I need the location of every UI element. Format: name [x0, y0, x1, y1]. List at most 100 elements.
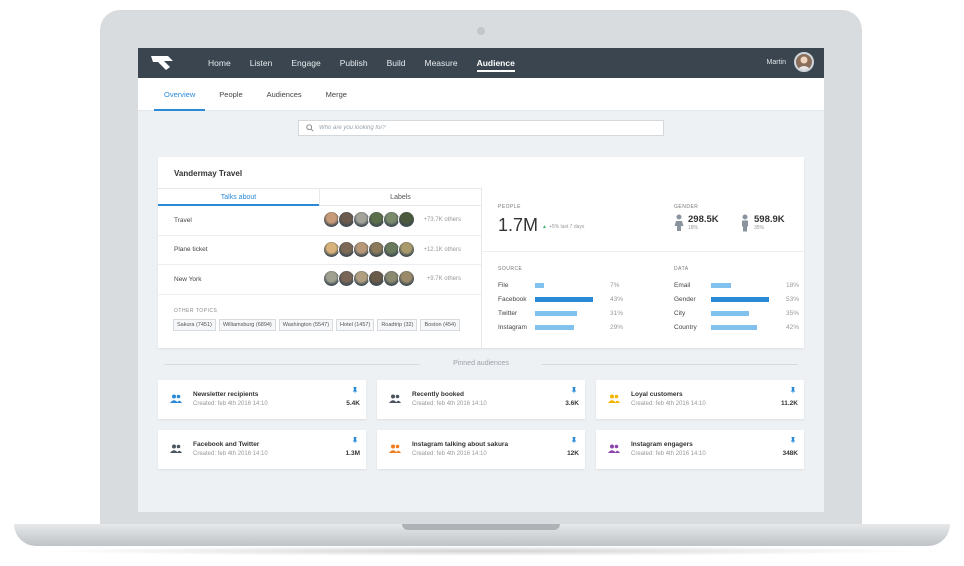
- audience-created: Created: feb 4th 2016 14:10: [193, 451, 268, 457]
- bar-row-email: Email 18%: [674, 278, 799, 292]
- audience-count: 5.4K: [346, 400, 360, 407]
- topics-panel: Talks about Labels Travel +73.7K others Pl…: [158, 188, 482, 348]
- topic-name: Plane ticket: [174, 246, 208, 254]
- audience-name: Instagram talking about sakura: [412, 441, 509, 448]
- bar-track: [535, 324, 595, 330]
- topics-tabs: Talks about Labels: [158, 188, 481, 206]
- people-count: 1.7M: [498, 215, 539, 235]
- bar-percentage: 31%: [610, 309, 624, 317]
- topic-avatars: [323, 240, 415, 258]
- bar-track: [535, 282, 595, 288]
- bar-percentage: 18%: [786, 281, 800, 289]
- pin-icon[interactable]: [790, 437, 796, 444]
- tab-people[interactable]: People: [219, 89, 243, 99]
- pinned-audience-card[interactable]: Newsletter recipients Created: feb 4th 20…: [158, 380, 366, 419]
- audience-name: Instagram engagers: [631, 441, 693, 448]
- tab-labels[interactable]: Labels: [390, 194, 411, 201]
- topic-chip[interactable]: Hotel (1457): [336, 318, 375, 331]
- data-label: DATA: [674, 266, 689, 272]
- nav-item-publish[interactable]: Publish: [339, 58, 368, 68]
- group-icon: [608, 394, 620, 403]
- pinned-divider-right: [542, 364, 798, 365]
- female-stat: 298.5K 18%: [674, 214, 719, 232]
- pin-icon[interactable]: [352, 387, 358, 394]
- bar-row-city: City 35%: [674, 306, 799, 320]
- bar-fill: [711, 310, 750, 316]
- topic-chip[interactable]: Sakura (7451): [173, 318, 216, 331]
- growth-text: +5% last 7 days: [548, 224, 585, 230]
- pin-icon[interactable]: [352, 437, 358, 444]
- laptop-base: [14, 524, 950, 546]
- nav-item-measure[interactable]: Measure: [424, 58, 458, 68]
- search-area: [138, 111, 824, 145]
- topic-others-count: +9.7K others: [426, 276, 461, 283]
- topic-chip[interactable]: Roadtrip (32): [377, 318, 418, 331]
- bar-label: Twitter: [498, 309, 518, 317]
- pin-icon[interactable]: [790, 387, 796, 394]
- pin-icon[interactable]: [571, 387, 577, 394]
- topic-row[interactable]: Travel +73.7K others: [158, 206, 481, 236]
- laptop-shadow: [40, 546, 924, 556]
- search-box[interactable]: [298, 120, 664, 136]
- bar-label: Email: [674, 281, 691, 289]
- nav-item-home[interactable]: Home: [208, 58, 231, 68]
- nav-item-listen[interactable]: Listen: [249, 58, 273, 68]
- audience-overview-card: Vandermay Travel Talks about Labels Trav…: [158, 157, 804, 348]
- nav-item-engage[interactable]: Engage: [291, 58, 321, 68]
- bar-label: Gender: [674, 295, 696, 303]
- tab-overview[interactable]: Overview: [154, 78, 206, 111]
- topic-chip[interactable]: Washington (5547): [278, 318, 334, 331]
- topic-avatars: [323, 270, 415, 287]
- audience-count: 3.6K: [565, 400, 579, 407]
- bar-track: [711, 324, 771, 330]
- avatar[interactable]: [794, 52, 814, 72]
- user-menu[interactable]: Martin: [767, 52, 814, 72]
- pinned-audience-card[interactable]: Instagram talking about sakura Created: f…: [377, 430, 585, 469]
- pinned-audience-card[interactable]: Loyal customers Created: feb 4th 2016 14:…: [596, 380, 804, 419]
- bar-fill: [711, 282, 731, 288]
- pinned-audience-card[interactable]: Facebook and Twitter Created: feb 4th 201…: [158, 430, 366, 469]
- nav-item-build[interactable]: Build: [386, 58, 406, 68]
- tab-talks-about[interactable]: Talks about: [158, 189, 320, 206]
- topic-chip[interactable]: Williamsburg (6894): [218, 318, 276, 331]
- pinned-title: Pinned audiences: [453, 360, 509, 367]
- bar-track: [711, 310, 771, 316]
- audience-name: Loyal customers: [631, 391, 683, 398]
- topic-row[interactable]: New York +9.7K others: [158, 265, 481, 295]
- audience-name: Facebook and Twitter: [193, 441, 260, 448]
- bar-label: City: [674, 309, 686, 317]
- tab-audiences[interactable]: Audiences: [266, 89, 302, 99]
- audience-created: Created: feb 4th 2016 14:10: [631, 451, 706, 457]
- bar-label: Country: [674, 323, 697, 331]
- avatar: [398, 240, 415, 258]
- pin-icon[interactable]: [571, 437, 577, 444]
- bar-row-country: Country 42%: [674, 320, 799, 334]
- other-topics-label: OTHER TOPICS: [174, 307, 218, 314]
- bar-track: [711, 282, 771, 288]
- search-icon: [306, 124, 314, 132]
- female-pct: 18%: [688, 225, 699, 231]
- audience-count: 11.2K: [781, 400, 798, 407]
- audience-count: 1.3M: [345, 450, 360, 457]
- topic-chip[interactable]: Boston (454): [420, 318, 460, 331]
- group-icon: [608, 444, 620, 453]
- topic-others-count: +73.7K others: [423, 217, 461, 224]
- nav-item-audience[interactable]: Audience: [476, 48, 516, 78]
- male-stat: 598.9K 35%: [740, 214, 785, 232]
- topic-row[interactable]: Plane ticket +12.1K others: [158, 236, 481, 265]
- card-title: Vandermay Travel: [174, 169, 243, 178]
- pinned-audience-card[interactable]: Instagram engagers Created: feb 4th 2016 …: [596, 430, 804, 469]
- bar-track: [535, 310, 595, 316]
- audience-name: Recently booked: [412, 391, 465, 398]
- brand-logo-icon[interactable]: [150, 54, 176, 72]
- search-input[interactable]: [319, 125, 639, 131]
- pinned-audience-card[interactable]: Recently booked Created: feb 4th 2016 14:…: [377, 380, 585, 419]
- bar-row-facebook: Facebook 43%: [498, 292, 623, 306]
- tab-merge[interactable]: Merge: [325, 89, 347, 99]
- audience-count: 348K: [782, 450, 798, 457]
- audience-created: Created: feb 4th 2016 14:10: [412, 451, 487, 457]
- user-name: Martin: [766, 58, 786, 66]
- bar-fill: [535, 282, 545, 288]
- bar-track: [711, 296, 771, 302]
- camera-icon: [477, 27, 485, 35]
